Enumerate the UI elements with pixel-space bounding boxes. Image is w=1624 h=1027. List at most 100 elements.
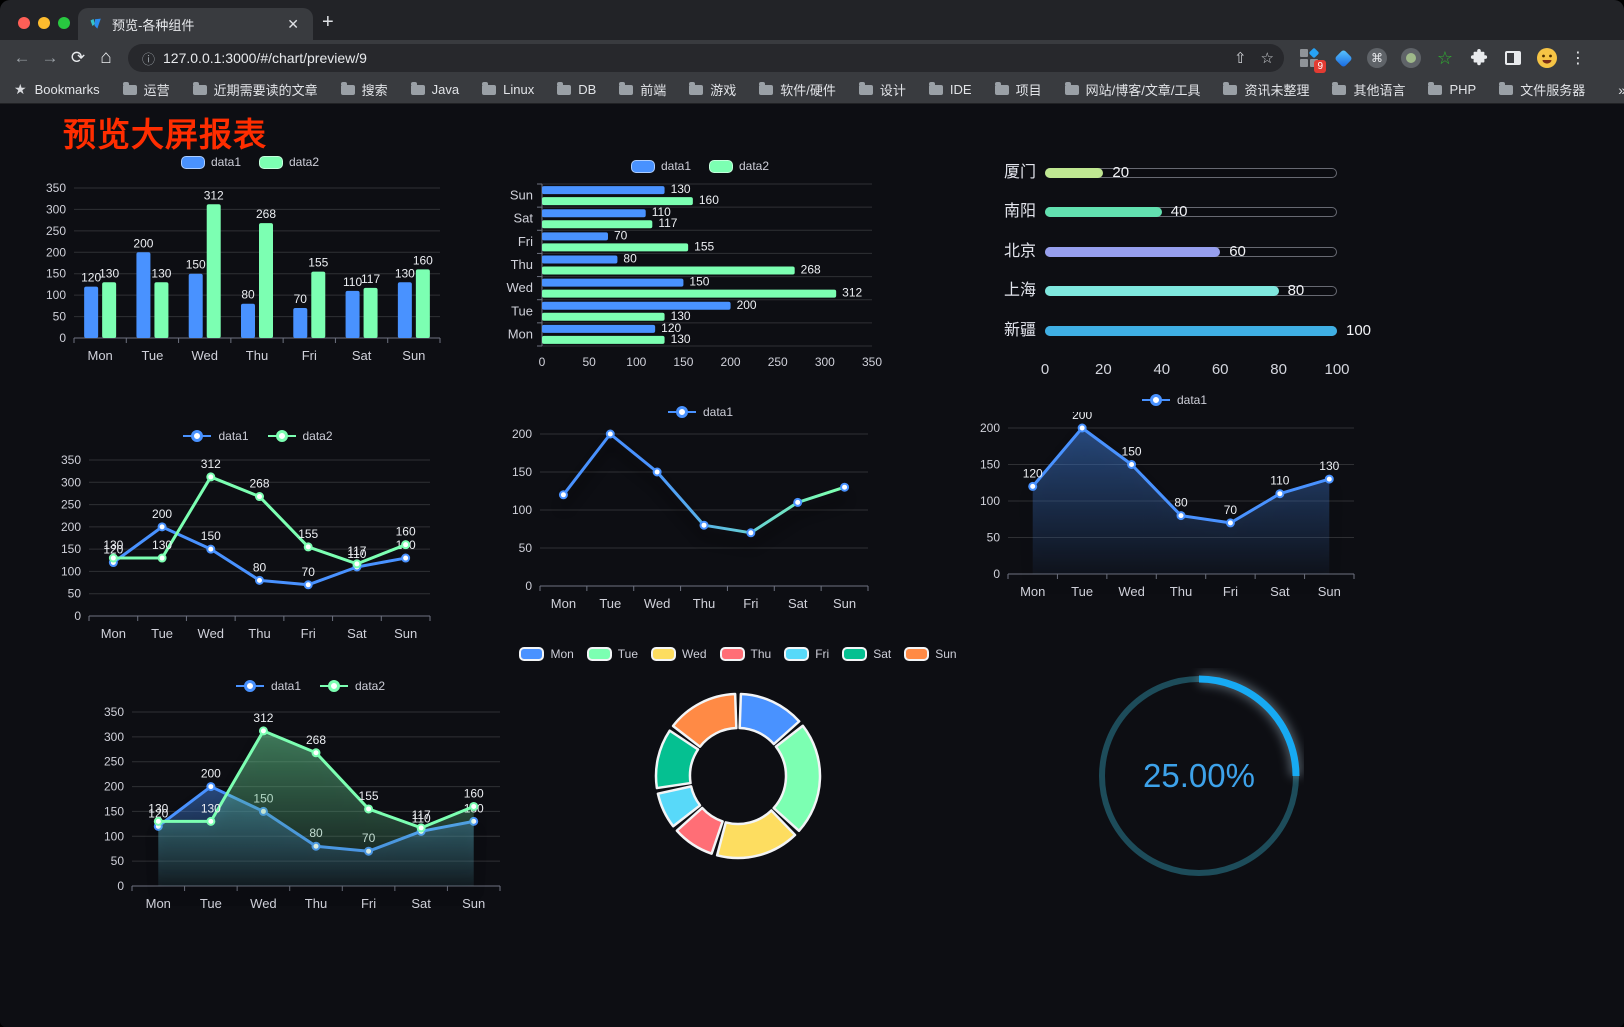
page-title: 预览大屏报表 <box>63 116 267 153</box>
chart-legend: data1 data2 <box>38 150 462 174</box>
folder-icon <box>619 81 634 95</box>
bookmark-item[interactable]: 网站/博客/文章/工具 <box>1064 80 1200 99</box>
zoom-window-button[interactable] <box>58 17 70 29</box>
svg-text:50: 50 <box>519 541 533 555</box>
bookmark-item[interactable]: 近期需要读的文章 <box>192 80 318 99</box>
folder-icon <box>482 81 497 95</box>
svg-text:80: 80 <box>1174 496 1188 510</box>
svg-text:110: 110 <box>1270 474 1289 488</box>
legend-item[interactable]: data1 <box>235 679 301 693</box>
legend-item[interactable]: Sun <box>904 647 957 661</box>
dashboard-page: 预览大屏报表 data1 data2 0 50 100 150 200 250 300 350 Mo… <box>0 104 1624 1027</box>
legend-item[interactable]: data1 <box>1141 393 1207 407</box>
bookmark-item[interactable]: 设计 <box>858 80 906 99</box>
share-icon[interactable]: ⇧ <box>1233 50 1247 67</box>
url-text[interactable]: 127.0.0.1:3000/#/chart/preview/9 <box>163 50 367 66</box>
bookmark-item[interactable]: 搜索 <box>340 80 388 99</box>
record-extension-icon[interactable] <box>1400 47 1422 69</box>
bookmark-star-icon[interactable]: ☆ <box>1260 50 1274 67</box>
site-info-icon[interactable]: ⓘ <box>142 51 156 67</box>
legend-item[interactable]: data2 <box>267 429 333 443</box>
svg-text:250: 250 <box>104 755 124 769</box>
chart-gauge-percent: 25.00% <box>1094 668 1304 884</box>
legend-item[interactable]: Thu <box>719 647 771 661</box>
folder-icon <box>1064 81 1079 95</box>
legend-item[interactable]: Fri <box>784 647 829 661</box>
legend-item[interactable]: data1 <box>182 429 249 443</box>
legend-item[interactable]: Tue <box>586 647 638 661</box>
bookmark-item[interactable]: 运营 <box>122 80 170 99</box>
chart-legend: Mon Tue Wed Thu Fri Sat Sun <box>519 642 957 666</box>
bookmark-item[interactable]: Linux <box>482 81 534 97</box>
minimize-window-button[interactable] <box>38 17 50 29</box>
svg-text:Sat: Sat <box>347 626 367 641</box>
bookmark-item[interactable]: 游戏 <box>689 80 736 99</box>
grid-extension-icon[interactable]: 9 <box>1298 47 1326 73</box>
svg-text:Wed: Wed <box>1118 584 1145 599</box>
bookmark-item[interactable]: 其他语言 <box>1332 80 1405 99</box>
chart-legend: data1 data2 <box>98 674 522 698</box>
reload-icon[interactable]: ⟳ <box>70 48 86 67</box>
folder-icon <box>928 81 943 95</box>
diamond-extension-icon[interactable] <box>1332 47 1354 69</box>
svg-text:250: 250 <box>46 224 66 238</box>
bookmark-item[interactable]: 前端 <box>619 80 666 99</box>
bookmark-item[interactable]: 软件/硬件 <box>759 80 836 99</box>
svg-text:Wed: Wed <box>250 896 277 911</box>
bookmarks-overflow-chevron[interactable]: » <box>1618 82 1624 98</box>
legend-item[interactable]: data2 <box>259 155 319 169</box>
folder-icon <box>122 81 137 95</box>
bookmark-item[interactable]: PHP <box>1428 81 1476 97</box>
svg-text:70: 70 <box>294 292 308 306</box>
svg-text:130: 130 <box>99 266 119 280</box>
bookmarks-star-icon[interactable]: ★ <box>14 81 27 97</box>
svg-text:Thu: Thu <box>511 257 533 272</box>
bookmark-item[interactable]: 项目 <box>994 80 1042 99</box>
svg-text:Wed: Wed <box>644 596 671 611</box>
svg-text:150: 150 <box>980 458 1000 472</box>
svg-text:Wed: Wed <box>191 348 218 363</box>
url-bar[interactable]: ⓘ 127.0.0.1:3000/#/chart/preview/9 ⇧ ☆ <box>128 44 1284 72</box>
puzzle-extensions-icon[interactable] <box>1468 47 1490 69</box>
forward-icon[interactable]: → <box>41 48 59 67</box>
svg-text:Tue: Tue <box>141 348 163 363</box>
tab-close-icon[interactable]: ✕ <box>287 15 299 32</box>
profile-avatar[interactable] <box>1536 47 1558 69</box>
legend-item[interactable]: data1 <box>667 405 733 419</box>
chart-line-two-series: data1 data2 0 50 100 150 200 250 300 350 Mon Tue Wed… <box>45 424 470 646</box>
legend-item[interactable]: data1 <box>180 155 241 169</box>
svg-text:Mon: Mon <box>551 596 576 611</box>
new-tab-button[interactable]: + <box>322 11 334 33</box>
bookmark-item[interactable]: 资讯未整理 <box>1223 80 1309 99</box>
extensions-row: 9 ⌘ ☆ ⋮ <box>1292 47 1598 73</box>
svg-text:200: 200 <box>104 780 124 794</box>
bookmark-item[interactable]: DB <box>557 81 596 97</box>
legend-item[interactable]: data1 <box>630 159 691 173</box>
legend-item[interactable]: Sat <box>842 647 891 661</box>
svg-text:117: 117 <box>658 216 677 230</box>
svg-text:120: 120 <box>81 271 101 285</box>
green-star-extension-icon[interactable]: ☆ <box>1436 48 1454 68</box>
bookmark-item[interactable]: IDE <box>928 81 972 97</box>
legend-item[interactable]: Mon <box>519 647 574 661</box>
close-window-button[interactable] <box>18 17 30 29</box>
bookmark-item[interactable]: 文件服务器 <box>1499 80 1585 99</box>
legend-item[interactable]: data2 <box>709 159 769 173</box>
legend-item[interactable]: data2 <box>319 679 385 693</box>
svg-text:Thu: Thu <box>248 626 270 641</box>
menu-kebab-icon[interactable]: ⋮ <box>1570 50 1586 67</box>
legend-item[interactable]: Wed <box>651 647 707 661</box>
svg-text:Thu: Thu <box>305 896 327 911</box>
command-extension-icon[interactable]: ⌘ <box>1366 47 1388 69</box>
home-icon[interactable]: ⌂ <box>100 47 112 68</box>
side-panel-icon[interactable] <box>1502 47 1524 69</box>
bookmarks-label[interactable]: Bookmarks <box>34 82 100 97</box>
chart-legend: data1 <box>968 388 1380 412</box>
bookmark-item[interactable]: Java <box>410 81 459 97</box>
svg-text:155: 155 <box>308 256 328 270</box>
chart-legend: data1 data2 <box>498 154 902 178</box>
progress-row: 新疆 100 <box>1003 322 1372 339</box>
back-icon[interactable]: ← <box>13 48 31 67</box>
svg-text:Mon: Mon <box>101 626 126 641</box>
browser-tab[interactable]: 预览-各种组件 ✕ <box>78 8 313 40</box>
